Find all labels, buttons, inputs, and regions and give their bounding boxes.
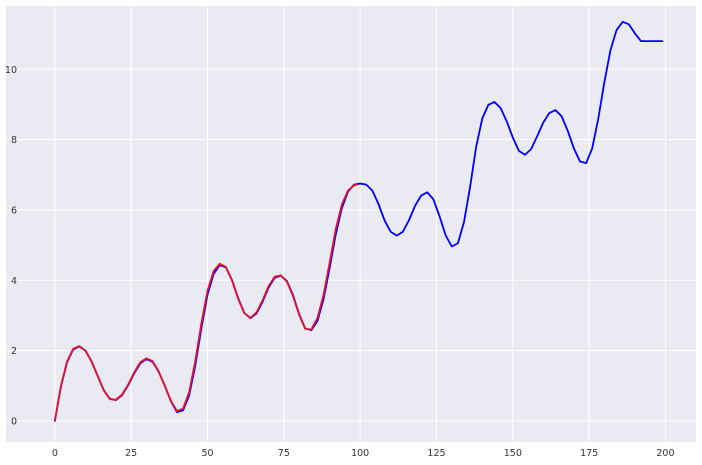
x-tick-label: 175	[580, 448, 598, 459]
grid-lines	[6, 6, 696, 442]
y-tick-label: 2	[11, 346, 17, 357]
x-tick-label: 25	[125, 448, 137, 459]
x-tick-label: 125	[427, 448, 445, 459]
x-tick-labels: 0 25 50 75 100 125 150 175 200	[52, 448, 675, 459]
series-lines	[53, 20, 664, 422]
x-tick-label: 75	[278, 448, 290, 459]
x-tick-label: 200	[656, 448, 674, 459]
y-tick-label: 8	[11, 135, 17, 146]
x-tick-label: 150	[504, 448, 522, 459]
x-tick-label: 0	[52, 448, 58, 459]
y-tick-labels: 0 2 4 6 8 10	[5, 65, 17, 428]
y-tick-label: 0	[11, 416, 17, 427]
plot-background	[6, 6, 696, 442]
x-tick-label: 100	[351, 448, 369, 459]
y-tick-label: 6	[11, 205, 17, 216]
x-tick-label: 50	[201, 448, 213, 459]
series-line-2	[53, 183, 359, 422]
y-tick-label: 4	[11, 276, 17, 287]
y-tick-label: 10	[5, 65, 17, 76]
